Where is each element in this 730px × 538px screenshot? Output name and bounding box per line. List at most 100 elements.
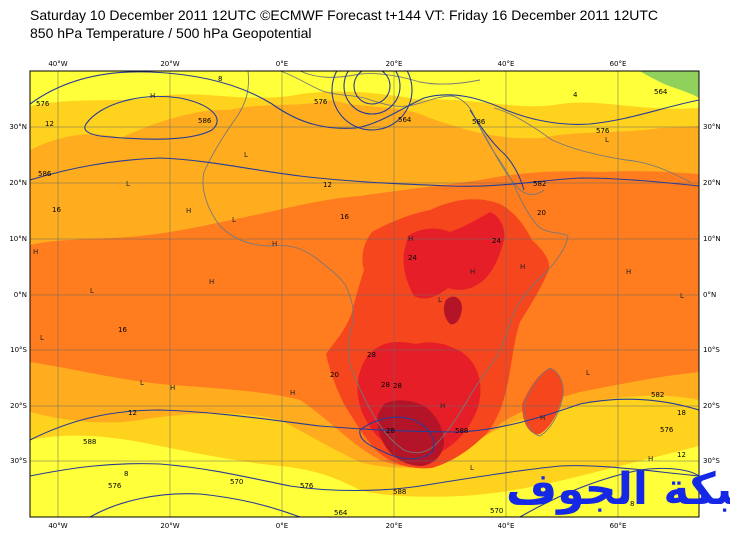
geopotential-label: 570 bbox=[490, 507, 503, 515]
high-marker: H bbox=[290, 389, 295, 397]
temp-label: 28 bbox=[367, 351, 376, 359]
low-marker: L bbox=[680, 292, 684, 300]
contour-576-south bbox=[30, 463, 699, 492]
temp-label: 4 bbox=[573, 91, 578, 99]
temperature-band-dark-red-east bbox=[443, 296, 462, 325]
temp-label: 28 bbox=[386, 427, 395, 435]
temp-label: 16 bbox=[340, 213, 349, 221]
arabia-coastline bbox=[493, 107, 691, 183]
contour-low-ring bbox=[331, 71, 413, 131]
temp-label: 12 bbox=[323, 181, 332, 189]
high-marker: H bbox=[150, 92, 155, 100]
temp-label: 12 bbox=[45, 120, 54, 128]
low-marker: L bbox=[140, 379, 144, 387]
low-marker: L bbox=[232, 216, 236, 224]
geopotential-label: 588 bbox=[83, 438, 96, 446]
low-marker: L bbox=[244, 151, 248, 159]
geopotential-label: 576 bbox=[596, 127, 610, 135]
coastlines bbox=[202, 71, 691, 454]
low-marker: L bbox=[90, 287, 94, 295]
contour-low-ring bbox=[343, 71, 401, 115]
contour-576 bbox=[30, 71, 699, 129]
lat-label: 10°N bbox=[703, 235, 721, 243]
geopotential-label: 586 bbox=[198, 117, 212, 125]
lon-label: 40°E bbox=[498, 60, 515, 68]
lat-label: 30°S bbox=[703, 457, 720, 465]
high-marker: H bbox=[540, 414, 545, 422]
contour-570-se bbox=[519, 467, 699, 517]
temp-label: 20 bbox=[537, 209, 546, 217]
temperature-band-pale-yellow-south bbox=[30, 435, 699, 517]
geopotential-label: 570 bbox=[230, 478, 243, 486]
low-marker: L bbox=[126, 180, 130, 188]
lon-label: 40°W bbox=[48, 60, 67, 68]
geopotential-label: 564 bbox=[334, 509, 348, 517]
contour-588-closed bbox=[359, 416, 435, 460]
mediterranean-coast bbox=[299, 71, 481, 85]
lon-label: 60°E bbox=[610, 522, 627, 530]
lat-label: 20°S bbox=[703, 402, 720, 410]
forecast-subtitle: 850 hPa Temperature / 500 hPa Geopotenti… bbox=[30, 25, 312, 41]
lat-label: 10°S bbox=[703, 346, 720, 354]
lat-label: 0°N bbox=[14, 291, 27, 299]
high-marker: H bbox=[520, 263, 525, 271]
low-marker: L bbox=[40, 334, 44, 342]
low-marker: L bbox=[586, 369, 590, 377]
temperature-band-red-north bbox=[403, 212, 505, 299]
lat-label: 0°N bbox=[703, 291, 716, 299]
lat-label: 20°S bbox=[10, 402, 27, 410]
low-marker: L bbox=[605, 136, 609, 144]
high-marker: H bbox=[272, 240, 277, 248]
temperature-band-pale-yellow-north bbox=[30, 71, 699, 109]
lon-label: 20°E bbox=[386, 60, 403, 68]
geopotential-label: 586 bbox=[38, 170, 52, 178]
geopotential-label: 576 bbox=[660, 426, 674, 434]
geopotential-label: 588 bbox=[393, 488, 406, 496]
lon-label: 20°E bbox=[386, 522, 403, 530]
geopotential-label: 576 bbox=[300, 482, 314, 490]
temp-label: 24 bbox=[408, 254, 417, 262]
temperature-band-madagascar bbox=[522, 368, 564, 435]
temp-label: 18 bbox=[677, 409, 686, 417]
temp-label: 8 bbox=[630, 500, 634, 508]
geopotential-label: 588 bbox=[455, 427, 468, 435]
geopotential-label: 576 bbox=[314, 98, 328, 106]
lon-label: 20°W bbox=[160, 60, 179, 68]
lat-label: 20°N bbox=[703, 179, 721, 187]
lon-label: 0°E bbox=[276, 522, 288, 530]
contour-low-ring bbox=[353, 71, 391, 105]
high-marker: H bbox=[33, 248, 38, 256]
temp-label: 16 bbox=[52, 206, 61, 214]
temperature-labels: 8 4 12 12 16 16 20 24 24 16 28 28 28 28 … bbox=[45, 75, 686, 508]
temp-label: 28 bbox=[393, 382, 402, 390]
contour-564 bbox=[89, 493, 301, 517]
high-marker: H bbox=[209, 278, 214, 286]
watermark-text: شبكة الجوف bbox=[506, 464, 730, 515]
geopotential-labels: 576 586 576 586 576 564 582 586 588 576 … bbox=[36, 88, 674, 517]
geopotential-label: 564 bbox=[654, 88, 668, 96]
latitude-labels-right: 30°N 20°N 10°N 0°N 10°S 20°S 30°S bbox=[703, 123, 721, 465]
lat-label: 10°N bbox=[9, 235, 27, 243]
high-marker: H bbox=[170, 384, 175, 392]
lon-label: 40°E bbox=[498, 522, 515, 530]
high-marker: H bbox=[408, 235, 413, 243]
lon-label: 20°W bbox=[160, 522, 179, 530]
temp-label: 28 bbox=[381, 381, 390, 389]
lon-label: 40°W bbox=[48, 522, 67, 530]
contour-588 bbox=[30, 157, 699, 187]
temp-label: 12 bbox=[128, 409, 137, 417]
geopotential-label: 564 bbox=[398, 116, 412, 124]
high-marker: H bbox=[626, 268, 631, 276]
low-marker: L bbox=[438, 296, 442, 304]
africa-coastline bbox=[202, 71, 569, 454]
high-marker: H bbox=[648, 455, 653, 463]
contour-trough bbox=[469, 109, 525, 191]
graticule bbox=[30, 71, 699, 517]
geopotential-label: 586 bbox=[472, 118, 486, 126]
temp-label: 16 bbox=[118, 326, 127, 334]
longitude-labels-top: 40°W 20°W 0°E 20°E 40°E 60°E bbox=[48, 60, 626, 68]
temperature-band-green bbox=[640, 71, 699, 98]
high-marker: H bbox=[440, 402, 445, 410]
forecast-title: Saturday 10 December 2011 12UTC ©ECMWF F… bbox=[30, 7, 659, 23]
lat-label: 20°N bbox=[9, 179, 27, 187]
